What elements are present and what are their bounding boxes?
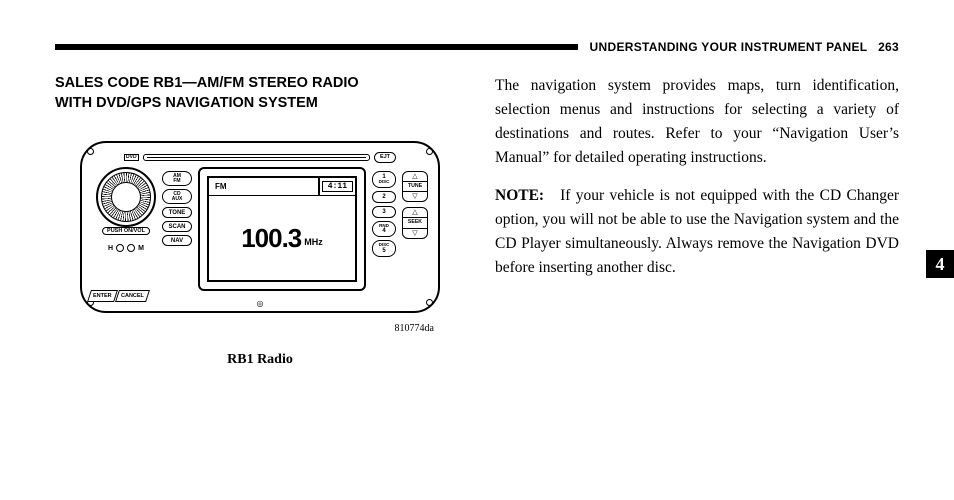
header-text: UNDERSTANDING YOUR INSTRUMENT PANEL 263 <box>590 40 899 54</box>
body-paragraph-1: The navigation system provides maps, tur… <box>495 74 899 170</box>
cd-aux-button: CDAUX <box>162 189 192 204</box>
chapter-tab: 4 <box>926 250 954 278</box>
seek-label: SEEK <box>403 218 427 227</box>
preset-5-button: DISC5 <box>372 240 396 257</box>
h-label: H <box>108 245 113 252</box>
radio-figure: DVD EJT PUSH ON/VOL H <box>80 141 440 368</box>
preset-buttons: 1DISC 2 3 RND4 DISC5 <box>372 171 396 257</box>
page-number: 263 <box>878 40 899 54</box>
screen-time: 4:11 <box>322 181 353 192</box>
seek-up-icon: △ <box>403 208 427 218</box>
section-title-line1: SALES CODE RB1—AM/FM STEREO RADIO <box>55 75 359 91</box>
tone-button: TONE <box>162 207 192 218</box>
figure-code: 810774da <box>80 323 440 334</box>
tune-up-icon: △ <box>403 172 427 182</box>
screw-icon <box>426 299 433 306</box>
m-label: M <box>138 245 144 252</box>
section-title: SALES CODE RB1—AM/FM STEREO RADIO WITH D… <box>55 74 465 113</box>
note-label: NOTE: <box>495 187 544 204</box>
note-text: If your vehicle is not equipped with the… <box>495 187 899 276</box>
radio-unit: DVD EJT PUSH ON/VOL H <box>80 141 440 313</box>
scan-button: SCAN <box>162 221 192 232</box>
radio-screen: FM 4:11 100.3 MHz <box>198 167 366 291</box>
enter-button: ENTER <box>87 290 118 302</box>
screen-band: FM <box>209 182 318 191</box>
h-button <box>116 244 124 252</box>
preset-3-button: 3 <box>372 206 396 218</box>
hm-row: H M <box>108 244 144 252</box>
running-head: UNDERSTANDING YOUR INSTRUMENT PANEL <box>590 40 868 54</box>
preset-4-button: RND4 <box>372 221 396 238</box>
compact-disc-icon: ◎ <box>257 299 264 308</box>
preset-1-button: 1DISC <box>372 171 396 188</box>
disc-slot-row: DVD EJT <box>124 152 396 163</box>
rocker-buttons: △ TUNE ▽ △ SEEK ▽ <box>402 171 428 238</box>
disc-slot <box>143 154 370 161</box>
m-button <box>127 244 135 252</box>
screen-frequency: 100.3 <box>241 223 301 254</box>
tune-label: TUNE <box>403 182 427 191</box>
body-paragraph-2: NOTE: If your vehicle is not equipped wi… <box>495 184 899 280</box>
cancel-button: CANCEL <box>115 290 150 302</box>
header-rule <box>55 44 578 50</box>
dvd-label: DVD <box>124 154 139 161</box>
diagonal-buttons: ENTER CANCEL <box>89 290 148 302</box>
volume-knob: PUSH ON/VOL <box>96 167 156 227</box>
screw-icon <box>87 148 94 155</box>
figure-caption: RB1 Radio <box>80 352 440 368</box>
section-title-line2: WITH DVD/GPS NAVIGATION SYSTEM <box>55 95 318 111</box>
seek-rocker: △ SEEK ▽ <box>402 207 428 238</box>
eject-button: EJT <box>374 152 396 163</box>
push-on-vol-label: PUSH ON/VOL <box>102 227 150 235</box>
seek-down-icon: ▽ <box>403 228 427 238</box>
mode-buttons: AMFM CDAUX TONE SCAN NAV <box>162 171 192 246</box>
screen-unit: MHz <box>304 229 323 247</box>
preset-2-button: 2 <box>372 191 396 203</box>
nav-button: NAV <box>162 235 192 246</box>
tune-rocker: △ TUNE ▽ <box>402 171 428 202</box>
screw-icon <box>426 148 433 155</box>
running-header: UNDERSTANDING YOUR INSTRUMENT PANEL 263 <box>55 40 899 54</box>
left-controls: PUSH ON/VOL H M <box>92 167 160 301</box>
tune-down-icon: ▽ <box>403 191 427 201</box>
am-fm-button: AMFM <box>162 171 192 186</box>
